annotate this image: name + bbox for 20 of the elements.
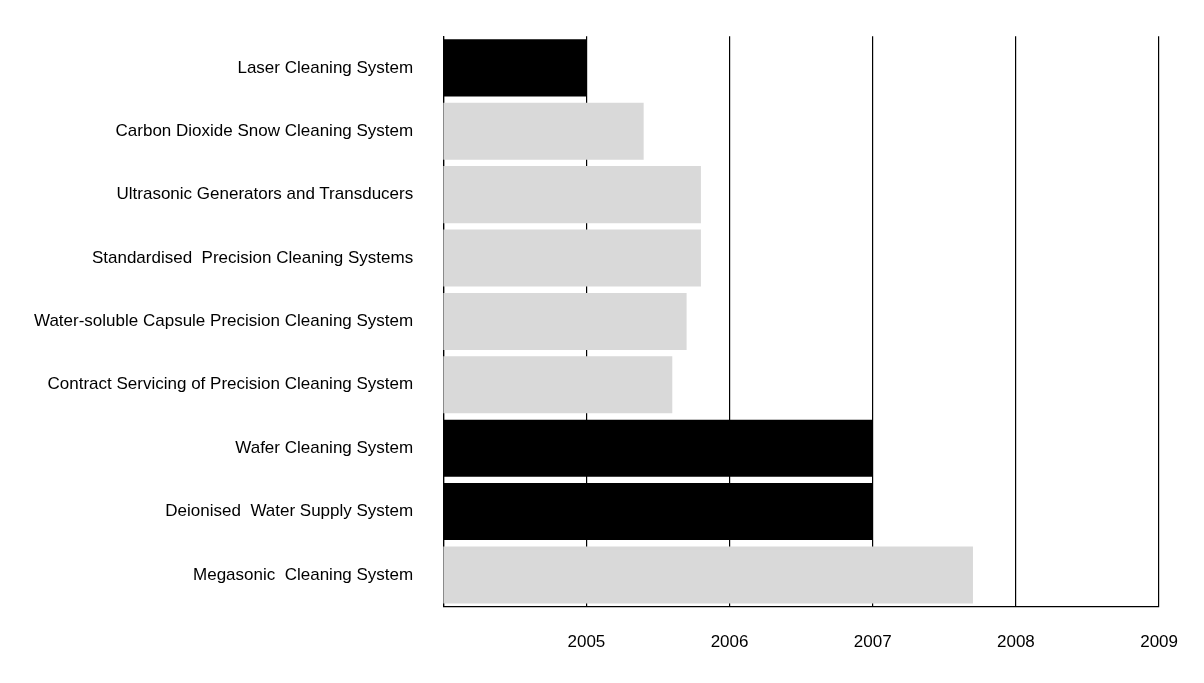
bar [443,292,687,350]
x-tick-label: 2006 [710,632,749,652]
y-tick-label: Water-soluble Capsule Precision Cleaning System [33,311,414,331]
y-tick-label: Deionised Water Supply System [165,501,414,521]
x-tick-label: 2007 [853,632,892,652]
y-tick-label: Contract Servicing of Precision Cleaning System [47,374,414,394]
bar [443,546,973,604]
x-tick-label: 2009 [1140,632,1178,652]
y-tick-label: Standardised Precision Cleaning Systems [91,247,414,267]
bar [443,229,701,287]
bar [443,356,673,414]
bar [443,166,701,224]
y-tick-label: Carbon Dioxide Snow Cleaning System [115,120,414,140]
y-tick-label: Ultrasonic Generators and Transducers [116,184,414,204]
y-tick-label: Wafer Cleaning System [235,437,414,457]
y-tick-label: Laser Cleaning System [237,57,414,77]
x-tick-label: 2008 [997,632,1035,652]
y-tick-label: Megasonic Cleaning System [193,564,414,584]
bar [443,102,644,160]
x-tick-label: 2005 [567,632,606,652]
